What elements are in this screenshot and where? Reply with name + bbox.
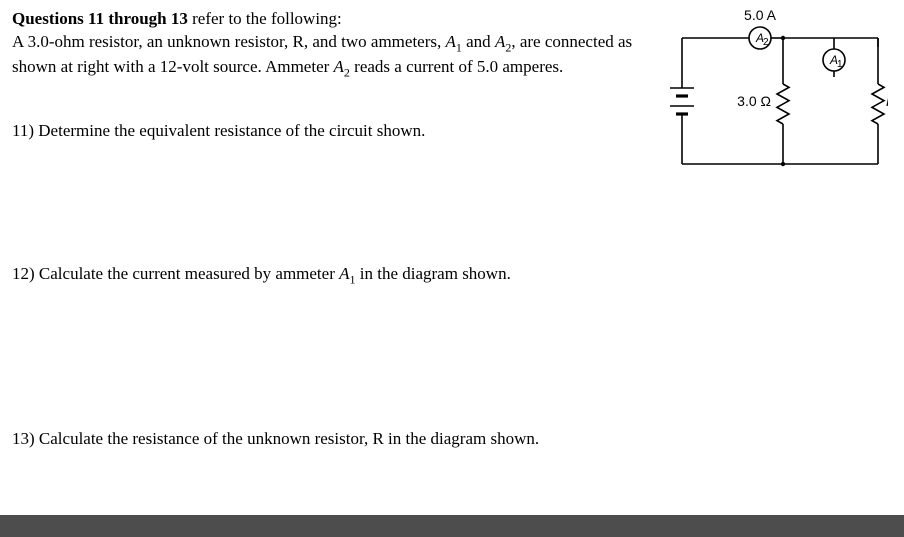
svg-text:R: R: [886, 93, 888, 109]
page: Questions 11 through 13 refer to the fol…: [0, 0, 904, 537]
question-11: 11) Determine the equivalent resistance …: [12, 120, 662, 143]
q11-text: 11) Determine the equivalent resistance …: [12, 121, 425, 140]
intro-body-1: A 3.0-ohm resistor, an unknown resistor,…: [12, 32, 446, 51]
intro-title: Questions 11 through 13: [12, 9, 188, 28]
svg-text:1: 1: [837, 59, 843, 70]
intro-body-3: reads a current of 5.0 amperes.: [350, 57, 563, 76]
svg-text:3.0 Ω: 3.0 Ω: [737, 93, 771, 109]
q12-post: in the diagram shown.: [356, 264, 511, 283]
intro-body-mid: and: [462, 32, 495, 51]
q12-pre: 12) Calculate the current measured by am…: [12, 264, 339, 283]
svg-text:2: 2: [763, 37, 769, 48]
ammeter-a2b-ref: A: [334, 57, 344, 76]
footer-bar: [0, 515, 904, 537]
intro-block: Questions 11 through 13 refer to the fol…: [12, 8, 662, 80]
question-12: 12) Calculate the current measured by am…: [12, 263, 662, 288]
ammeter-a1-ref: A: [446, 32, 456, 51]
q12-a1: A: [339, 264, 349, 283]
svg-text:5.0 A: 5.0 A: [744, 7, 777, 23]
circuit-diagram: 5.0 AA2A112 V3.0 ΩR: [668, 6, 888, 186]
q13-text: 13) Calculate the resistance of the unkn…: [12, 429, 539, 448]
intro-title-suffix: refer to the following:: [188, 9, 342, 28]
question-13: 13) Calculate the resistance of the unkn…: [12, 428, 662, 451]
ammeter-a2-ref: A: [495, 32, 505, 51]
